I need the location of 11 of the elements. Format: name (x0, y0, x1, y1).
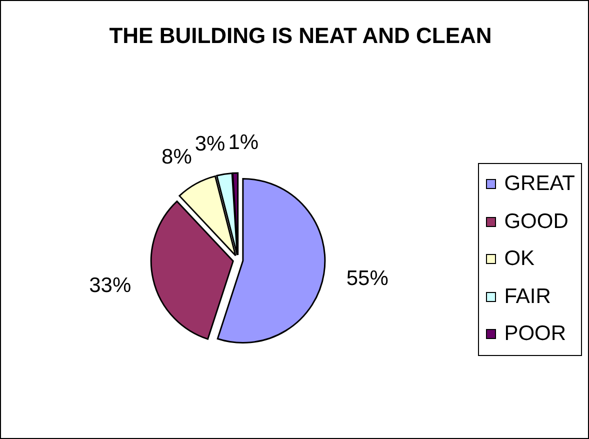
chart-title: THE BUILDING IS NEAT AND CLEAN (108, 23, 493, 49)
legend-label: GOOD (504, 210, 568, 234)
data-label: 3% (194, 132, 226, 156)
legend-label: OK (504, 247, 535, 271)
legend-label: FAIR (504, 284, 551, 308)
data-label: 8% (162, 145, 192, 168)
legend-label: POOR (504, 322, 566, 346)
data-label: 1% (228, 131, 259, 154)
data-label: 55% (346, 266, 388, 290)
legend-label: GREAT (504, 172, 575, 196)
data-label: 33% (89, 274, 132, 298)
